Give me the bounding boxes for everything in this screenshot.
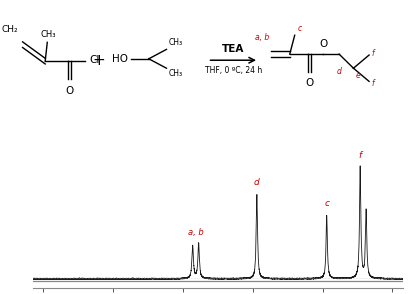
Text: f: f xyxy=(372,49,374,58)
Text: Cl: Cl xyxy=(89,55,99,65)
Text: O: O xyxy=(305,78,314,88)
Text: CH₃: CH₃ xyxy=(41,30,56,39)
Text: d: d xyxy=(337,67,342,76)
Text: d: d xyxy=(254,178,260,187)
Text: +: + xyxy=(92,53,105,68)
Text: a, b: a, b xyxy=(255,33,269,42)
Text: CH₃: CH₃ xyxy=(169,69,182,78)
Text: f: f xyxy=(372,79,374,88)
Text: CH₃: CH₃ xyxy=(169,38,182,46)
Text: CH₂: CH₂ xyxy=(1,25,18,34)
Text: TEA: TEA xyxy=(222,44,245,54)
Text: c: c xyxy=(324,200,329,208)
Text: a, b: a, b xyxy=(188,228,204,237)
Text: e: e xyxy=(356,71,360,80)
Text: HO: HO xyxy=(112,54,128,64)
Text: THF, 0 ºC, 24 h: THF, 0 ºC, 24 h xyxy=(205,66,262,75)
Text: O: O xyxy=(319,39,328,49)
Text: O: O xyxy=(65,86,73,96)
Text: c: c xyxy=(298,24,302,33)
Text: f: f xyxy=(359,151,362,161)
